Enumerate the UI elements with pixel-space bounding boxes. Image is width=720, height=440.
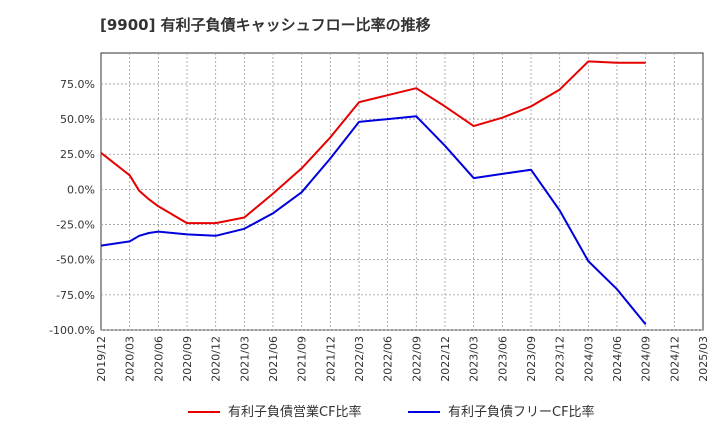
x-tick-label: 2025/03 (697, 336, 710, 382)
legend-label-1: 有利子負債営業CF比率 (228, 404, 362, 420)
x-tick-label: 2019/12 (95, 336, 108, 382)
y-tick-label: -100.0% (49, 324, 95, 337)
x-tick-label: 2020/12 (210, 336, 223, 382)
y-tick-label: 25.0% (60, 148, 95, 161)
x-tick-label: 2024/09 (640, 336, 653, 382)
x-tick-label: 2021/06 (267, 336, 280, 382)
x-tick-label: 2024/12 (668, 336, 681, 382)
series-line-2 (100, 115, 647, 326)
legend-label-2: 有利子負債フリーCF比率 (448, 404, 595, 420)
x-tick-label: 2022/09 (410, 336, 423, 382)
x-tick-label: 2021/03 (238, 336, 251, 382)
x-tick-label: 2022/12 (439, 336, 452, 382)
series-line-1 (100, 60, 646, 225)
x-tick-label: 2020/09 (181, 336, 194, 382)
x-tick-label: 2020/06 (152, 336, 165, 382)
x-tick-label: 2020/03 (124, 336, 137, 382)
x-tick-label: 2023/03 (468, 336, 481, 382)
chart-title: [9900] 有利子負債キャッシュフロー比率の推移 (100, 16, 431, 34)
x-tick-label: 2021/12 (324, 336, 337, 382)
x-tick-label: 2023/09 (525, 336, 538, 382)
y-tick-label: 0.0% (67, 183, 95, 196)
y-tick-label: -75.0% (56, 289, 95, 302)
x-tick-label: 2021/09 (296, 336, 309, 382)
x-tick-label: 2022/03 (353, 336, 366, 382)
y-tick-label: 50.0% (60, 113, 95, 126)
x-tick-label: 2023/06 (496, 336, 509, 382)
x-tick-label: 2022/06 (382, 336, 395, 382)
y-tick-label: -50.0% (56, 254, 95, 267)
x-tick-label: 2024/06 (611, 336, 624, 382)
x-tick-label: 2024/03 (582, 336, 595, 382)
x-tick-label: 2023/12 (554, 336, 567, 382)
y-tick-label: 75.0% (60, 78, 95, 91)
y-tick-label: -25.0% (56, 219, 95, 232)
plot-area (100, 52, 704, 331)
